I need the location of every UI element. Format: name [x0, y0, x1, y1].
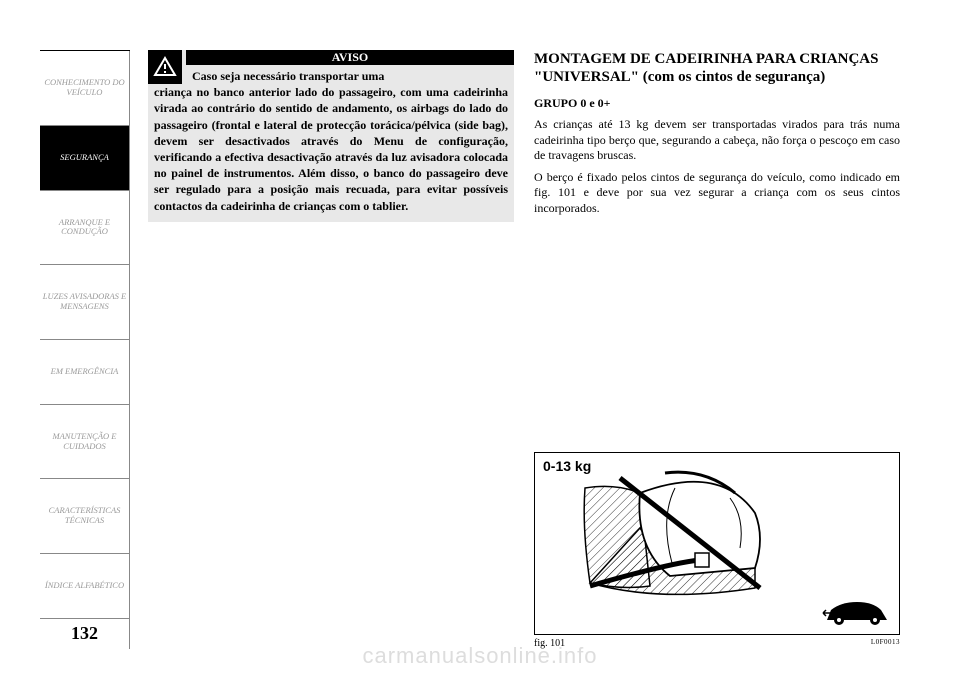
section-tabs-sidebar: CONHECIMENTO DO VEÍCULO SEGURANÇA ARRANQ…	[40, 50, 130, 649]
child-seat-illustration	[580, 468, 780, 613]
figure-caption-row: fig. 101 L0F0013	[534, 638, 900, 649]
group-heading: GRUPO 0 e 0+	[534, 96, 900, 111]
figure-caption: fig. 101	[534, 638, 565, 649]
page-content: AVISO Caso seja necessário transportar u…	[130, 50, 900, 649]
paragraph-2: O berço é fixado pelos cintos de seguran…	[534, 170, 900, 217]
figure-101: 0-13 kg	[534, 452, 900, 635]
section-heading: MONTAGEM DE CADEIRINHA PARA CRIANÇAS "UN…	[534, 50, 900, 86]
warning-title: AVISO	[186, 50, 514, 65]
sidebar-item-luzes: LUZES AVISADORAS E MENSAGENS	[40, 265, 130, 340]
figure-code: L0F0013	[871, 638, 900, 649]
sidebar-item-manutencao: MANUTENÇÃO E CUIDADOS	[40, 405, 130, 480]
warning-box: AVISO Caso seja necessário transportar u…	[148, 50, 514, 222]
warning-triangle-icon	[148, 50, 182, 84]
warning-text: criança no banco anterior lado do passag…	[154, 84, 508, 214]
left-column: AVISO Caso seja necessário transportar u…	[148, 50, 514, 649]
warning-first-line: Caso seja necessário transportar uma	[154, 68, 508, 84]
right-column: MONTAGEM DE CADEIRINHA PARA CRIANÇAS "UN…	[534, 50, 900, 649]
sidebar-item-seguranca: SEGURANÇA	[40, 126, 130, 191]
sidebar-item-conhecimento: CONHECIMENTO DO VEÍCULO	[40, 51, 130, 126]
sidebar-item-arranque: ARRANQUE E CONDUÇÃO	[40, 191, 130, 266]
sidebar-item-emergencia: EM EMERGÊNCIA	[40, 340, 130, 405]
sidebar-item-indice: ÍNDICE ALFABÉTICO	[40, 554, 130, 619]
manual-page: CONHECIMENTO DO VEÍCULO SEGURANÇA ARRANQ…	[0, 0, 960, 679]
page-number: 132	[40, 619, 130, 649]
sidebar-item-caracteristicas: CARACTERÍSTICAS TÉCNICAS	[40, 479, 130, 554]
car-direction-icon	[821, 598, 893, 628]
paragraph-1: As crianças até 13 kg devem ser transpor…	[534, 117, 900, 164]
